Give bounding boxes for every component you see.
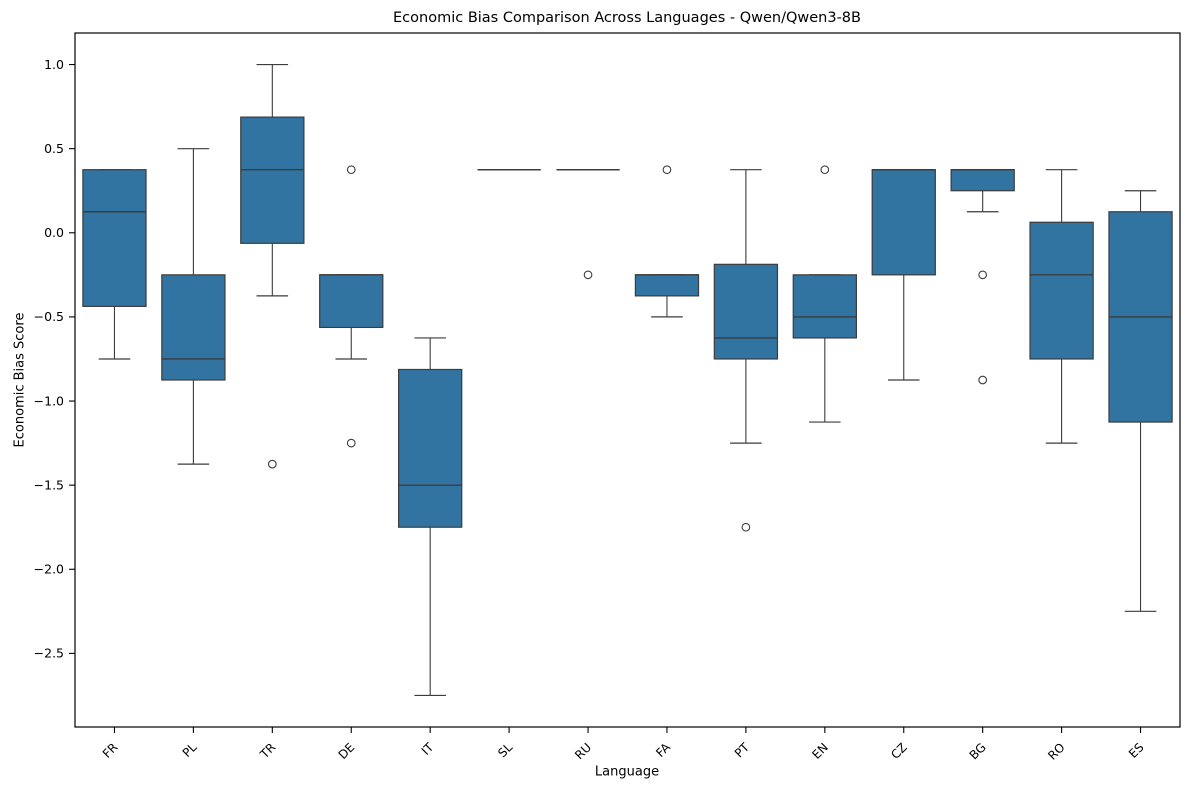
y-tick-label: 0.5: [44, 141, 64, 156]
chart-title: Economic Bias Comparison Across Language…: [393, 10, 861, 26]
axes-frame: [74, 32, 1181, 728]
outlier-EN: [820, 165, 830, 175]
y-tick-label: −1.0: [34, 393, 64, 408]
y-tick-label: −1.5: [34, 477, 64, 492]
outlier-PT: [741, 522, 751, 532]
outlier-DE: [346, 438, 356, 448]
x-tick-label-BG: BG: [967, 740, 989, 762]
outlier-BG: [978, 375, 988, 385]
y-axis-label: Economic Bias Score: [12, 312, 28, 448]
x-tick-label-PT: PT: [732, 740, 753, 761]
box-FA: [634, 274, 700, 297]
x-tick-label-TR: TR: [257, 740, 279, 762]
outlier-BG: [978, 270, 988, 280]
box-BG: [950, 169, 1015, 192]
box-CZ: [871, 169, 936, 276]
x-tick-label-IT: IT: [419, 740, 437, 758]
y-tick-label: 0.0: [44, 225, 64, 240]
box-PL: [161, 274, 226, 381]
outlier-RU: [583, 270, 593, 280]
x-tick-label-PL: PL: [180, 740, 200, 760]
x-tick-label-CZ: CZ: [888, 740, 910, 762]
box-PT: [713, 263, 779, 360]
x-tick-label-SL: SL: [495, 740, 515, 760]
box-FR: [82, 169, 147, 307]
outlier-TR: [267, 459, 277, 469]
outlier-FA: [662, 165, 672, 175]
y-tick-label: 1.0: [44, 57, 64, 72]
y-tick-label: −0.5: [34, 309, 64, 324]
x-tick-label-EN: EN: [809, 740, 831, 762]
x-tick-label-RO: RO: [1045, 740, 1067, 762]
x-tick-label-RU: RU: [572, 740, 594, 762]
box-TR: [240, 116, 305, 244]
x-tick-label-FA: FA: [653, 740, 673, 760]
box-EN: [792, 274, 857, 339]
x-tick-label-FR: FR: [100, 740, 121, 761]
x-tick-label-ES: ES: [1126, 740, 1147, 761]
box-RO: [1029, 221, 1094, 360]
y-tick-label: −2.0: [34, 562, 64, 577]
x-axis-label: Language: [594, 764, 660, 780]
box-DE: [319, 274, 384, 329]
box-IT: [398, 368, 463, 528]
outlier-DE: [346, 165, 356, 175]
x-tick-label-DE: DE: [336, 740, 358, 762]
y-tick-label: −2.5: [34, 646, 64, 661]
